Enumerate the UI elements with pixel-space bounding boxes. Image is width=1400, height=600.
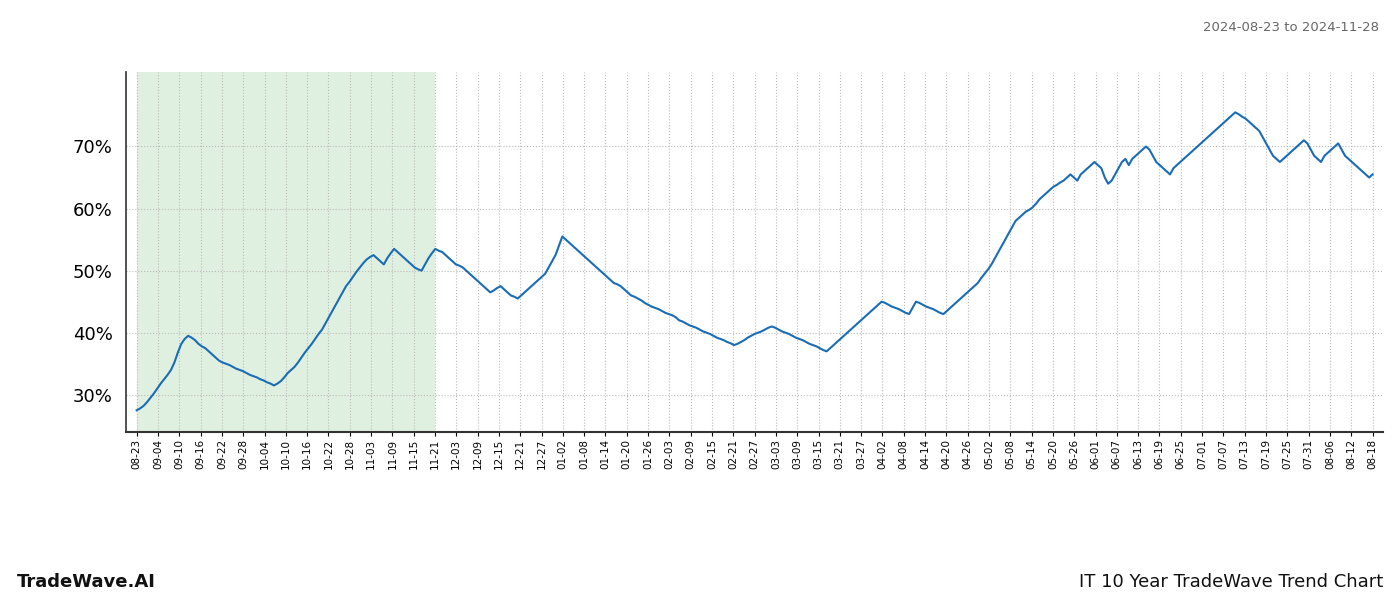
Text: IT 10 Year TradeWave Trend Chart: IT 10 Year TradeWave Trend Chart: [1079, 573, 1383, 591]
Text: TradeWave.AI: TradeWave.AI: [17, 573, 155, 591]
Bar: [137, 72, 435, 432]
Text: 2024-08-23 to 2024-11-28: 2024-08-23 to 2024-11-28: [1203, 21, 1379, 34]
